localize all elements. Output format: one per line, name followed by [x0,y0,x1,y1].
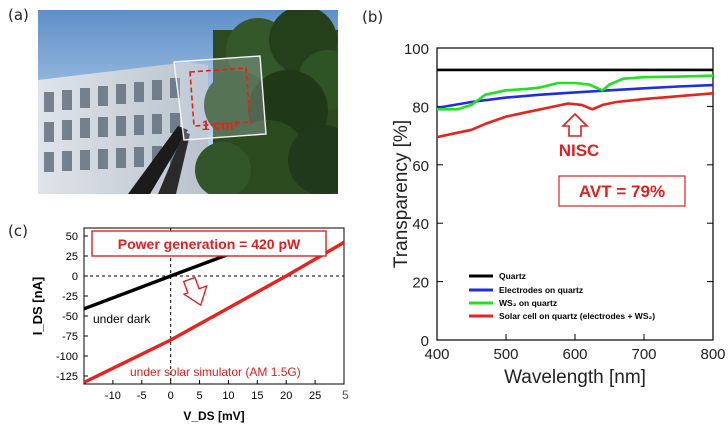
series-lines [83,237,345,384]
x-tick-label: 700 [631,346,656,363]
x-tick-label: 5 [196,390,202,402]
y-tick-label: 20 [412,275,429,292]
solar-label: under solar simulator (AM 1.5G) [130,365,301,379]
y-tick-label: 25 [66,251,78,263]
y-tick-label: 0 [421,333,429,350]
series-line-2 [437,74,714,111]
stray-glyph: 5 [342,388,349,402]
y-tick-label: 80 [412,99,429,116]
x-tick-label: 600 [562,346,587,363]
nisc-label: NISC [559,141,600,160]
series-line-1 [436,83,714,110]
legend-solar: Solar cell on quartz (electrodes + WS₂) [499,311,655,321]
y-tick-label: -100 [56,351,78,363]
x-axis-label: V_DS [mV] [183,409,244,423]
power-box [91,230,327,257]
x-tick-label: 800 [700,346,725,363]
y-tick-label: 0 [72,271,78,283]
dark-label: under dark [93,312,151,326]
avt-label: AVT = 79% [579,182,665,201]
y-tick-label: 60 [412,158,429,175]
y-tick-label: -25 [62,291,78,303]
x-tick-label: 15 [251,390,263,402]
photo-transparent-solar-cell: 1 cm² [38,10,338,194]
x-tick-label: 20 [280,390,292,402]
transmittance-chart: 0 20 40 60 80 100 400 500 600 700 800 Transparenc… [391,41,726,388]
y-tick-label: 50 [66,231,78,243]
series-line-1 [83,240,345,384]
x-tick-label: 500 [493,346,518,363]
y-axis-label: Transparency [%] [391,120,412,268]
active-area-outline [189,67,251,127]
y-axis-ticks: 0 20 40 60 80 100 [404,41,713,350]
x-tick-label: 0 [168,390,174,402]
x-axis-label: Wavelength [nm] [504,367,646,388]
panel-a-label: (a) [8,6,29,24]
plot-frame [83,227,345,385]
x-tick-label: 10 [222,390,234,402]
area-label: 1 cm² [202,117,239,133]
x-tick-label: -5 [137,390,147,402]
legend-quartz: Quartz [499,271,526,281]
tweezers [128,126,190,194]
x-tick-label: -10 [105,390,121,402]
y-tick-label: 100 [404,41,429,58]
x-tick-label: 400 [424,346,449,363]
panel-c-label: (c) [8,222,28,240]
legend-ws2: WS₂ on quartz [499,298,557,308]
series-lines [436,68,714,139]
series-line-3 [436,92,714,139]
panel-b-label: (b) [362,8,384,26]
y-axis-label: I_DS [nA] [30,277,45,336]
x-axis-ticks: 400 500 600 700 800 [424,334,726,363]
avt-box [558,175,686,207]
power-label: Power generation = 420 pW [118,236,301,252]
y-tick-label: -125 [56,371,78,383]
legend: Quartz Electrodes on quartz WS₂ on quart… [469,271,655,321]
y-tick-label: 40 [412,216,429,233]
y-tick-label: -50 [62,311,78,323]
down-arrow-icon [182,276,208,307]
x-tick-label: 25 [309,390,321,402]
y-tick-label: -75 [62,331,78,343]
nisc-arrow-icon [561,112,589,137]
quartz-substrate [173,55,267,141]
legend-electrodes: Electrodes on quartz [499,285,583,295]
